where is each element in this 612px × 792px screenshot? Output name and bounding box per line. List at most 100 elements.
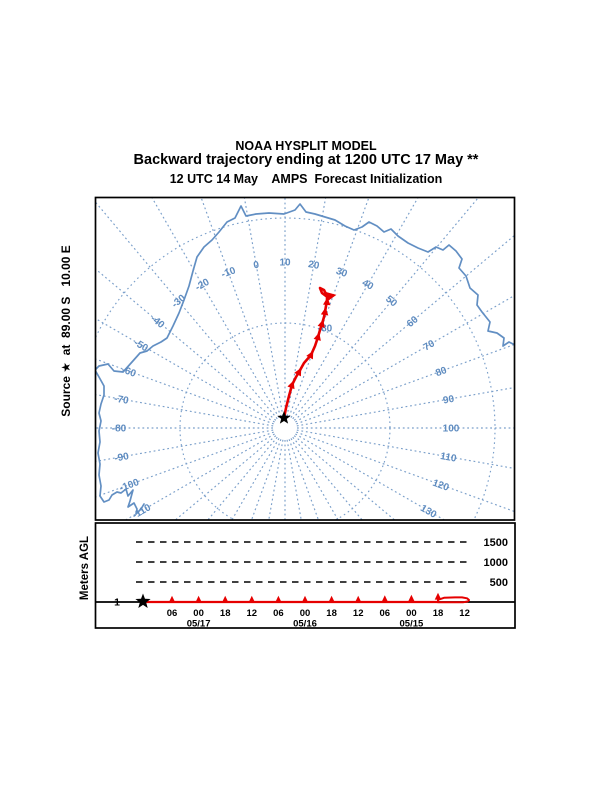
meridian-ray	[296, 343, 515, 425]
trajectory-marker-icon	[320, 307, 329, 316]
trajectory-marker-icon	[317, 319, 325, 328]
trajectory-marker-icon	[275, 595, 282, 603]
time-tick-label: 00	[300, 608, 311, 619]
trajectory-marker-icon	[248, 595, 256, 603]
meridian-label: 90	[442, 394, 455, 407]
meridian-ray	[151, 197, 280, 418]
meridian-ray	[95, 429, 274, 462]
trajectory-number-label: 1	[114, 597, 120, 609]
meridian-ray	[295, 294, 515, 423]
meridian-label: 100	[443, 424, 460, 435]
height-gridline-label: 1000	[484, 557, 508, 569]
model-title: NOAA HYSPLIT MODEL	[235, 139, 377, 153]
height-panel-frame	[94, 522, 516, 629]
meridian-ray	[293, 435, 396, 520]
time-tick-label: 12	[353, 608, 364, 619]
meridian-label: 50	[383, 294, 399, 310]
meridian-label: -60	[120, 365, 138, 380]
trajectory-marker-icon	[313, 332, 321, 341]
latitude-circle	[95, 217, 496, 520]
meridian-label: 0	[253, 260, 261, 272]
time-tick-label: 00	[193, 608, 204, 619]
height-source-star-icon	[135, 593, 151, 608]
height-trajectory-end-loop	[437, 596, 470, 604]
meridian-ray	[207, 436, 278, 520]
meridian-ray	[95, 431, 274, 498]
trajectory-marker-icon	[168, 595, 176, 603]
antarctica-coastline	[95, 203, 515, 515]
map-frame	[94, 196, 516, 521]
meridian-label: -20	[193, 277, 211, 294]
trajectory-marker-icon	[294, 367, 302, 377]
height-gridline-label: 500	[490, 577, 508, 589]
meridian-label: -110	[131, 502, 154, 521]
meridian-ray	[286, 197, 327, 417]
meridian-label: 110	[439, 451, 457, 465]
trajectory-marker-icon	[195, 595, 202, 603]
meridian-ray	[95, 317, 275, 423]
meridian-label: 20	[307, 259, 320, 272]
time-tick-label: 00	[406, 608, 417, 619]
meridian-ray	[174, 435, 277, 520]
time-tick-label: 12	[247, 608, 258, 619]
trajectory-marker-icon	[325, 291, 337, 302]
meridian-label: -90	[114, 451, 131, 464]
time-tick-label: 18	[326, 608, 337, 619]
time-tick-label: 06	[273, 608, 284, 619]
latitude-circle	[179, 322, 391, 520]
date-label: 05/16	[293, 619, 317, 630]
trajectory-marker-icon	[287, 380, 295, 390]
trajectory-marker-icon	[328, 595, 335, 603]
meridian-ray	[95, 358, 274, 425]
time-tick-label: 18	[433, 608, 444, 619]
meridian-label: 130	[418, 503, 438, 521]
meridian-ray	[292, 197, 480, 420]
meridian-ray	[296, 386, 515, 427]
trajectory-title: Backward trajectory ending at 1200 UTC 1…	[133, 152, 479, 168]
meridian-label: 80	[434, 365, 449, 379]
meridian-ray	[296, 429, 515, 470]
meridian-ray	[292, 436, 363, 520]
map-trajectory-line	[282, 286, 333, 420]
time-tick-label: 06	[167, 608, 178, 619]
initialization-subtitle: 12 UTC 14 May AMPS Forecast Initializati…	[169, 172, 443, 186]
meridian-label: -70	[113, 393, 130, 406]
meridian-ray	[231, 438, 280, 520]
meridian-ray	[95, 268, 277, 421]
date-label: 05/17	[187, 619, 211, 630]
meridian-label: -50	[132, 337, 150, 354]
meridian-ray	[243, 197, 284, 417]
meridian-ray	[295, 433, 446, 520]
meridian-label: 30	[334, 266, 349, 280]
date-label: 05/15	[400, 619, 424, 630]
meridian-label: -100	[118, 477, 141, 494]
meridian-ray	[296, 431, 515, 513]
meridian-label: 70	[422, 338, 438, 353]
latitude-label: -80	[318, 324, 333, 335]
trajectory-marker-icon	[381, 595, 389, 603]
meridian-ray	[95, 394, 274, 427]
trajectory-marker-icon	[434, 592, 442, 600]
meridian-label: 10	[279, 258, 291, 269]
trajectory-marker-icon	[408, 594, 415, 602]
meridian-ray	[95, 201, 278, 420]
meridian-ray	[124, 433, 275, 520]
time-tick-label: 06	[380, 608, 391, 619]
meridian-ray	[200, 197, 282, 417]
trajectory-marker-icon	[323, 297, 331, 306]
map-trajectory-layer	[277, 286, 337, 424]
trajectory-marker-icon	[354, 595, 362, 603]
trajectory-marker-icon	[306, 350, 314, 360]
meridian-label: 120	[431, 478, 451, 494]
map-label-layer: -110-100-90-80-70-60-50-40-30-20-10 0 10 20…	[112, 258, 460, 522]
time-tick-label: 12	[459, 608, 470, 619]
meridian-label: -80	[112, 424, 127, 435]
meridian-label: -10	[220, 265, 238, 280]
time-tick-label: 18	[220, 608, 231, 619]
trajectory-marker-icon	[221, 595, 229, 603]
height-gridline-label: 1500	[484, 537, 508, 549]
